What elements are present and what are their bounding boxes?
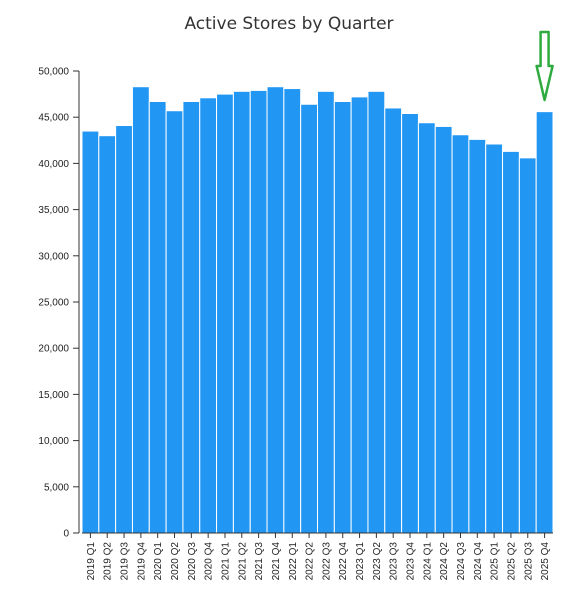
bar xyxy=(131,86,150,534)
y-tick-label: 10,000 xyxy=(38,436,69,447)
chart-title: Active Stores by Quarter xyxy=(184,14,393,34)
bar xyxy=(384,107,403,534)
bar xyxy=(451,134,470,534)
bar xyxy=(182,100,201,534)
bar xyxy=(485,143,504,534)
bar xyxy=(283,88,302,534)
y-tick-label: 35,000 xyxy=(38,205,69,216)
x-axis: 2019 Q1 2019 Q2 2019 Q3 2019 Q4 2020 Q1 2020 … xyxy=(82,532,553,581)
bar xyxy=(249,89,268,534)
down-arrow-icon xyxy=(535,30,554,102)
x-tick-label: 2022 Q1 xyxy=(288,542,299,581)
x-tick-label: 2025 Q3 xyxy=(523,542,534,581)
x-tick-label: 2020 Q1 xyxy=(153,542,164,581)
x-tick-label: 2020 Q4 xyxy=(204,542,215,581)
x-tick-label: 2025 Q4 xyxy=(540,542,551,581)
bar xyxy=(81,130,100,534)
bar xyxy=(199,97,218,534)
bar xyxy=(216,93,234,534)
x-tick-label: 2023 Q4 xyxy=(406,542,417,581)
y-tick-label: 40,000 xyxy=(38,159,69,170)
x-tick-label: 2019 Q3 xyxy=(120,542,131,581)
bar xyxy=(535,111,554,534)
bar xyxy=(434,125,453,534)
bar xyxy=(518,157,537,534)
x-tick-label: 2019 Q1 xyxy=(86,542,97,581)
annotation-arrow xyxy=(535,30,554,102)
bar xyxy=(401,113,419,534)
bar xyxy=(300,103,318,534)
y-tick-label: 15,000 xyxy=(38,390,69,401)
x-tick-label: 2019 Q2 xyxy=(103,542,114,581)
x-tick-label: 2020 Q3 xyxy=(187,542,198,581)
x-tick-label: 2024 Q4 xyxy=(473,542,484,581)
bar xyxy=(468,138,487,534)
bar xyxy=(317,90,335,534)
bar xyxy=(367,90,386,534)
bar xyxy=(502,150,520,534)
x-tick-label: 2021 Q1 xyxy=(220,542,231,581)
bar xyxy=(417,122,436,534)
x-tick-label: 2023 Q3 xyxy=(389,542,400,581)
x-tick-label: 2023 Q2 xyxy=(372,542,383,581)
x-tick-label: 2019 Q4 xyxy=(136,542,147,581)
x-tick-label: 2024 Q1 xyxy=(422,542,433,581)
y-tick-label: 50,000 xyxy=(38,67,69,78)
y-tick-label: 20,000 xyxy=(38,344,69,355)
bar xyxy=(148,100,167,534)
bar xyxy=(232,90,251,534)
x-tick-label: 2022 Q3 xyxy=(321,542,332,581)
bar xyxy=(98,135,117,534)
bar xyxy=(266,86,285,534)
y-tick-label: 30,000 xyxy=(38,251,69,262)
x-tick-label: 2021 Q4 xyxy=(271,542,282,581)
y-tick-label: 0 xyxy=(63,529,69,540)
y-tick-label: 5,000 xyxy=(44,482,69,493)
x-tick-label: 2020 Q2 xyxy=(170,542,181,581)
x-tick-label: 2025 Q2 xyxy=(506,542,517,581)
y-tick-label: 45,000 xyxy=(38,113,69,124)
y-tick-label: 25,000 xyxy=(38,298,69,309)
x-tick-label: 2022 Q2 xyxy=(305,542,316,581)
bar xyxy=(165,110,184,534)
bar xyxy=(350,96,369,534)
x-tick-label: 2025 Q1 xyxy=(490,542,501,581)
y-axis: 0 5,000 10,000 15,000 20,000 25,000 30,000 35,0… xyxy=(38,67,80,540)
x-tick-label: 2024 Q3 xyxy=(456,542,467,581)
x-tick-label: 2021 Q2 xyxy=(237,542,248,581)
x-tick-label: 2023 Q1 xyxy=(355,542,366,581)
bars-group xyxy=(81,86,554,534)
x-tick-label: 2022 Q4 xyxy=(338,542,349,581)
bar xyxy=(333,100,352,534)
x-tick-label: 2021 Q3 xyxy=(254,542,265,581)
bar xyxy=(115,125,133,534)
x-tick-label: 2024 Q2 xyxy=(439,542,450,581)
